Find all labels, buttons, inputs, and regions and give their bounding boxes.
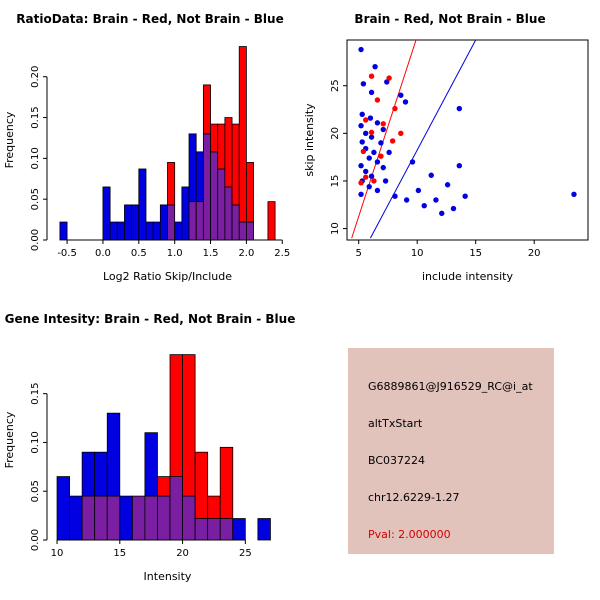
svg-text:2.5: 2.5 [274, 248, 290, 259]
svg-text:2.0: 2.0 [238, 248, 254, 259]
event-type-text: altTxStart [368, 417, 423, 430]
svg-text:1.5: 1.5 [203, 248, 219, 259]
svg-text:0.10: 0.10 [30, 431, 41, 453]
svg-text:0.15: 0.15 [30, 383, 41, 405]
svg-text:1.0: 1.0 [167, 248, 183, 259]
gene-intensity-histogram-chart: 10 15 20 25 0.00 0.05 0.10 0.15 Intensity Frequen… [0, 330, 300, 600]
svg-text:25: 25 [239, 548, 252, 559]
svg-text:20: 20 [528, 248, 541, 259]
ratio-histogram-title: RatioData: Brain - Red, Not Brain - Blue [16, 12, 284, 26]
svg-text:skip intensity: skip intensity [303, 103, 316, 177]
svg-text:0.05: 0.05 [30, 480, 41, 502]
svg-text:0.0: 0.0 [95, 248, 111, 259]
svg-text:Intensity: Intensity [144, 570, 192, 583]
gene-info-panel: G6889861@J916529_RC@i_at altTxStart BC03… [300, 300, 600, 600]
svg-text:Frequency: Frequency [3, 411, 16, 468]
accession-text: BC037224 [368, 454, 426, 467]
svg-text:5: 5 [356, 248, 362, 259]
svg-text:0.5: 0.5 [131, 248, 147, 259]
ratio-histogram-panel: RatioData: Brain - Red, Not Brain - Blue… [0, 0, 300, 300]
svg-text:15: 15 [469, 248, 482, 259]
svg-text:0.15: 0.15 [30, 106, 41, 128]
gene-intensity-histogram-title: Gene Intesity: Brain - Red, Not Brain - … [4, 312, 296, 326]
svg-text:15: 15 [330, 175, 341, 188]
intensity-scatter-title: Brain - Red, Not Brain - Blue [354, 12, 546, 26]
locus-text: chr12.6229-1.27 [368, 491, 460, 504]
svg-text:10: 10 [330, 222, 341, 235]
ratio-histogram-chart: -0.5 0.0 0.5 1.0 1.5 2.0 2.5 0.00 0.05 0.10 0.15 0.… [0, 30, 300, 300]
svg-text:10: 10 [51, 548, 64, 559]
intensity-scatter-panel: Brain - Red, Not Brain - Blue 5 10 15 20 10 1… [300, 0, 600, 300]
svg-text:-0.5: -0.5 [57, 248, 77, 259]
gene-info-box: G6889861@J916529_RC@i_at altTxStart BC03… [348, 348, 554, 554]
svg-text:10: 10 [411, 248, 424, 259]
probe-id-text: G6889861@J916529_RC@i_at [368, 380, 533, 393]
svg-text:Log2 Ratio Skip/Include: Log2 Ratio Skip/Include [103, 270, 232, 283]
svg-text:15: 15 [113, 548, 126, 559]
svg-text:0.00: 0.00 [30, 229, 41, 251]
svg-text:include intensity: include intensity [422, 270, 514, 283]
svg-text:Frequency: Frequency [3, 111, 16, 168]
pval-text: Pval: 2.000000 [368, 528, 451, 541]
gene-intensity-histogram-panel: Gene Intesity: Brain - Red, Not Brain - … [0, 300, 300, 600]
svg-text:0.05: 0.05 [30, 188, 41, 210]
svg-text:20: 20 [176, 548, 189, 559]
intensity-scatter-chart: 5 10 15 20 10 15 20 25 include intensity skip int… [300, 30, 600, 300]
svg-text:0.20: 0.20 [30, 66, 41, 88]
svg-text:0.10: 0.10 [30, 147, 41, 169]
svg-text:25: 25 [330, 79, 341, 92]
svg-text:0.00: 0.00 [30, 529, 41, 551]
svg-text:20: 20 [330, 127, 341, 140]
